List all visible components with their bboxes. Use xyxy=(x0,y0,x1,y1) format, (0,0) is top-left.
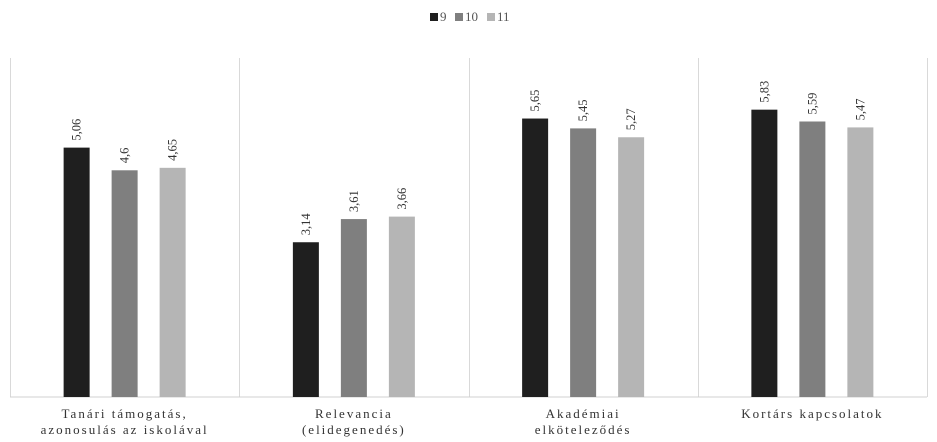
legend-entry: 10 xyxy=(465,9,478,24)
data-label: 4,65 xyxy=(166,139,180,161)
category-separators xyxy=(10,58,928,397)
category-tick-labels: Tanári támogatás,azonosulás az iskolával… xyxy=(41,406,883,437)
legend: 9 10 11 xyxy=(430,9,510,24)
data-label: 3,14 xyxy=(299,213,313,236)
category-tick-label: Akadémiai xyxy=(546,406,621,421)
legend-swatch xyxy=(455,13,463,21)
category-tick-label: (elidegenedés) xyxy=(302,422,406,437)
data-label: 5,83 xyxy=(757,81,771,103)
category-tick-label: Relevancia xyxy=(315,406,393,421)
data-label: 5,27 xyxy=(624,108,638,130)
category-tick-label: azonosulás az iskolával xyxy=(41,422,209,437)
bar-series-10 xyxy=(340,219,367,397)
bar-series-9 xyxy=(751,109,778,398)
data-labels: 5,06 4,6 4,65 3,14 3,61 3,66 5,65 5,45 5,27 5,83 5… xyxy=(70,81,868,235)
bar-series-11 xyxy=(388,216,415,397)
legend-entry: 11 xyxy=(497,9,510,24)
bar-series-9 xyxy=(63,147,90,397)
bar-series-10 xyxy=(111,170,138,397)
category-tick-label: elköteleződés xyxy=(535,422,632,437)
category-tick-label: Kortárs kapcsolatok xyxy=(741,406,883,421)
bar-series-9 xyxy=(522,118,549,398)
legend-entry: 9 xyxy=(440,9,447,24)
bar-series-11 xyxy=(159,167,186,397)
bar-series-11 xyxy=(618,137,645,397)
category-tick-label: Tanári támogatás, xyxy=(62,406,188,421)
data-label: 5,06 xyxy=(70,119,84,141)
bar-series-9 xyxy=(292,242,319,397)
legend-swatch xyxy=(430,13,438,21)
data-label: 3,61 xyxy=(347,190,361,212)
data-label: 5,59 xyxy=(805,93,819,115)
legend-swatch xyxy=(487,13,495,21)
bar-series-10 xyxy=(570,128,597,397)
data-label: 5,65 xyxy=(528,90,542,112)
bars xyxy=(63,109,874,398)
bar-series-10 xyxy=(799,121,826,397)
data-label: 5,47 xyxy=(853,99,867,121)
data-label: 5,45 xyxy=(576,100,590,122)
data-label: 3,66 xyxy=(395,188,409,210)
bar-series-11 xyxy=(847,127,874,398)
data-label: 4,6 xyxy=(118,148,132,164)
